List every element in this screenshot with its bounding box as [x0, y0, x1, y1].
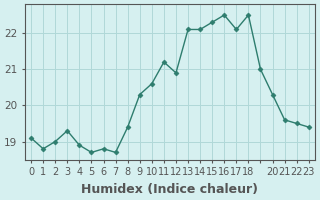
X-axis label: Humidex (Indice chaleur): Humidex (Indice chaleur): [81, 183, 259, 196]
